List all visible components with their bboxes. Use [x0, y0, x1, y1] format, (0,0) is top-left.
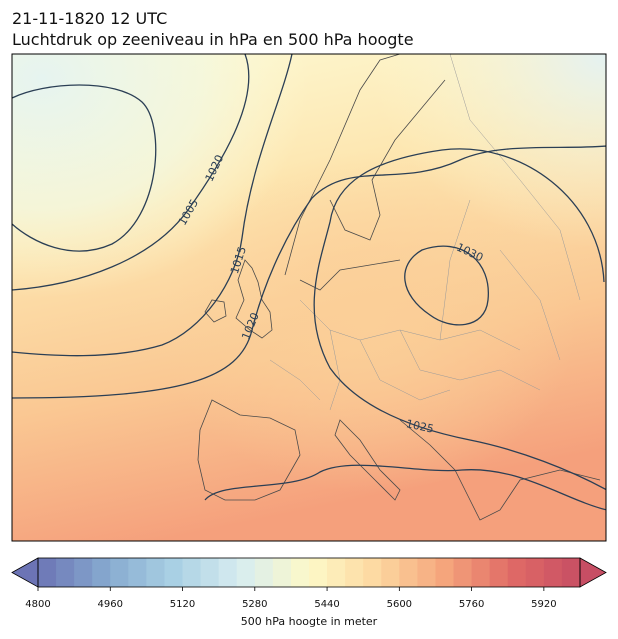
colorbar-band [146, 558, 165, 587]
isobar [313, 148, 606, 491]
colorbar-band [345, 558, 364, 587]
colorbar-band [453, 558, 473, 587]
coastline [235, 259, 273, 339]
coastline [197, 399, 301, 501]
colorbar-frame [37, 557, 581, 588]
colorbar-tick-label: 4800 [25, 599, 50, 610]
colorbar-tick-label: 5920 [531, 599, 556, 610]
colorbar-band [525, 558, 545, 587]
map-frame [11, 53, 607, 542]
colorbar-tick-label: 5600 [387, 599, 412, 610]
coastline [204, 299, 227, 323]
colorbar-band [489, 558, 509, 587]
colorbar-band [218, 558, 238, 587]
coastline [399, 419, 601, 521]
colorbar-extend-high [579, 557, 607, 588]
isobar [12, 84, 157, 252]
colorbar-band [290, 558, 310, 587]
colorbar-extend-low [11, 557, 39, 588]
colorbar-band [435, 558, 455, 587]
colorbar-band [561, 558, 581, 587]
colorbar-band [471, 558, 491, 587]
colorbar-band [363, 558, 382, 587]
subtitle: Luchtdruk op zeeniveau in hPa en 500 hPa… [12, 30, 414, 49]
colorbar-band [74, 558, 93, 587]
coastline [299, 259, 401, 291]
colorbar-band [381, 558, 400, 587]
colorbar-band [128, 558, 147, 587]
colorbar-band [236, 558, 256, 587]
isobar [404, 245, 489, 326]
colorbar-band [56, 558, 75, 587]
isobar [12, 145, 606, 399]
coastline [334, 419, 401, 501]
colorbar-tick-label: 5440 [314, 599, 339, 610]
colorbar-band [399, 558, 418, 587]
colorbar-band [272, 558, 292, 587]
border [439, 54, 581, 361]
coastlines [197, 54, 601, 521]
colorbar-band [92, 558, 111, 587]
colorbar-label: 500 hPa hoogte in meter [241, 615, 378, 628]
coastline [284, 54, 446, 276]
colorbar-band [543, 558, 563, 587]
colorbar-band [254, 558, 274, 587]
title: 21-11-1820 12 UTC [12, 9, 167, 28]
colorbar-band [38, 558, 57, 587]
contour-label: 1025 [405, 417, 435, 436]
colorbar-band [327, 558, 346, 587]
isobar [12, 54, 293, 357]
isobar [12, 54, 250, 291]
colorbar-tick-label: 5280 [242, 599, 267, 610]
colorbar-band [110, 558, 129, 587]
colorbar-band [200, 558, 220, 587]
colorbar-band [507, 558, 527, 587]
colorbar-band [164, 558, 184, 587]
colorbar-band [182, 558, 202, 587]
colorbar-tick-label: 5120 [170, 599, 195, 610]
height-field [12, 54, 606, 541]
isobar [204, 464, 606, 511]
colorbar-tick-label: 4960 [98, 599, 123, 610]
isobars [12, 54, 606, 511]
colorbar: 4800 4960 5120 5280 5440 5600 5760 5920 [11, 557, 607, 610]
colorbar-tick-label: 5760 [459, 599, 484, 610]
colorbar-band [309, 558, 328, 587]
colorbar-band [417, 558, 436, 587]
